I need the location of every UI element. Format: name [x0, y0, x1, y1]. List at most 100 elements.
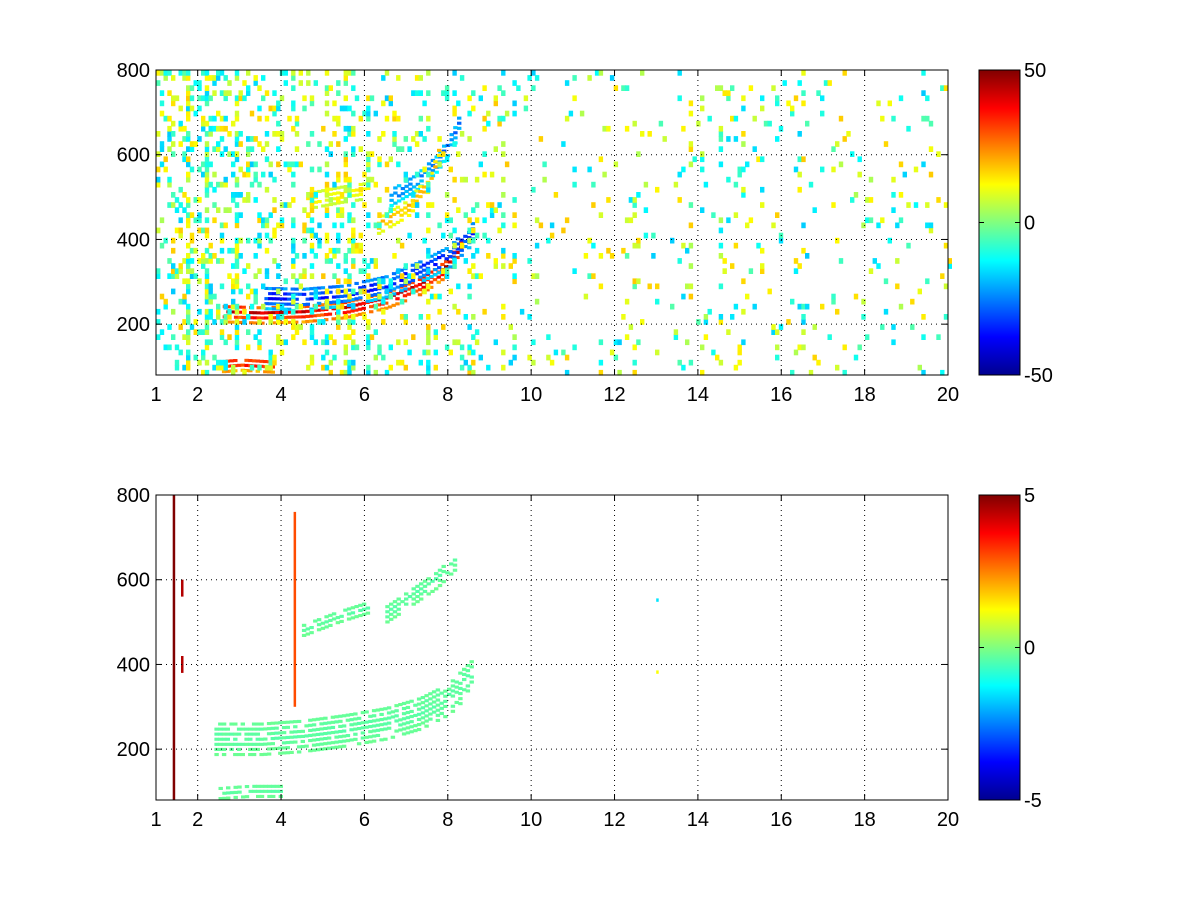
heatmap-cell — [726, 217, 731, 224]
heatmap-cell — [421, 278, 427, 282]
heatmap-cell — [283, 319, 288, 325]
heatmap-cell — [396, 75, 401, 81]
heatmap-cell — [395, 285, 401, 289]
heatmap-cell — [361, 301, 366, 305]
heatmap-cell — [673, 181, 679, 188]
heatmap-cell — [564, 369, 570, 376]
heatmap-cell — [316, 301, 322, 305]
heatmap-cell — [471, 273, 476, 279]
heatmap-cell — [501, 70, 506, 76]
heatmap-cell — [928, 146, 934, 152]
heatmap-cell — [159, 146, 165, 152]
heatmap-cell — [264, 297, 269, 301]
heatmap-cell — [186, 90, 191, 96]
heatmap-cell — [236, 753, 242, 757]
heatmap-cell — [237, 790, 242, 794]
heatmap-cell — [730, 263, 735, 269]
heatmap-cell — [364, 740, 369, 744]
heatmap-cell — [598, 369, 604, 376]
heatmap-cell — [414, 199, 419, 203]
heatmap-cell — [234, 217, 240, 224]
heatmap-cell — [351, 217, 356, 224]
heatmap-cell — [527, 354, 532, 361]
heatmap-cell — [253, 171, 258, 178]
heatmap-cell — [221, 747, 227, 751]
heatmap-cell — [455, 250, 460, 254]
heatmap-cell — [624, 334, 630, 340]
heatmap-cell — [390, 715, 396, 719]
heatmap-cell — [339, 222, 345, 229]
heatmap-cell — [178, 324, 183, 330]
heatmap-cell — [241, 315, 246, 319]
heatmap-cell — [771, 324, 776, 330]
heatmap-cell — [229, 742, 234, 746]
heatmap-cell — [681, 166, 686, 173]
heatmap-cell — [343, 70, 348, 76]
heatmap-cell — [253, 253, 258, 259]
heatmap-cell — [259, 753, 264, 757]
heatmap-cell — [298, 324, 303, 330]
heatmap-cell — [242, 171, 247, 178]
heatmap-cell — [193, 197, 198, 203]
heatmap-cell — [700, 95, 705, 102]
heatmap-cell — [212, 90, 217, 96]
heatmap-cell — [291, 105, 296, 112]
heatmap-cell — [294, 297, 299, 301]
heatmap-cell — [373, 354, 378, 361]
heatmap-cell — [346, 310, 351, 314]
heatmap-cell — [394, 714, 399, 718]
heatmap-cell — [308, 739, 313, 743]
heatmap-cell — [425, 288, 430, 292]
heatmap-cell — [426, 592, 431, 596]
heatmap-cell — [276, 319, 281, 325]
heatmap-cell — [459, 241, 464, 245]
heatmap-cell — [309, 95, 315, 102]
heatmap-cell — [316, 303, 321, 307]
heatmap-cell — [379, 723, 384, 727]
heatmap-cell — [458, 686, 463, 690]
heatmap-cell — [281, 731, 287, 735]
heatmap-cell — [366, 263, 371, 269]
heatmap-cell — [793, 268, 799, 274]
heatmap-cell — [189, 105, 195, 112]
heatmap-cell — [448, 217, 453, 224]
heatmap-cell — [414, 212, 420, 218]
heatmap-cell — [283, 297, 288, 301]
heatmap-cell — [240, 363, 245, 367]
heatmap-cell — [389, 602, 394, 606]
heatmap-cell — [324, 364, 330, 371]
heatmap-cell — [426, 582, 431, 586]
heatmap-cell — [763, 120, 769, 127]
heatmap-cell — [287, 166, 292, 173]
heatmap-cell — [174, 95, 180, 102]
heatmap-cell — [343, 151, 348, 157]
heatmap-cell — [311, 728, 317, 732]
heatmap-cell — [248, 789, 253, 793]
heatmap-cell — [227, 247, 232, 254]
heatmap-cell — [201, 354, 206, 361]
heatmap-cell — [219, 359, 225, 366]
heatmap-cell — [283, 70, 288, 76]
heatmap-cell — [264, 286, 269, 290]
heatmap-cell — [182, 156, 187, 163]
heatmap-cell — [301, 320, 306, 324]
heatmap-cell — [296, 730, 302, 734]
heatmap-cell — [928, 120, 934, 127]
heatmap-cell — [403, 339, 408, 346]
heatmap-cell — [449, 138, 454, 142]
heatmap-cell — [493, 339, 498, 346]
heatmap-cell — [434, 577, 439, 581]
heatmap-cell — [643, 232, 649, 239]
heatmap-cell — [433, 329, 438, 335]
heatmap-cell — [414, 141, 420, 147]
heatmap-cell — [501, 349, 506, 356]
heatmap-cell — [291, 334, 296, 340]
heatmap-cell — [433, 160, 438, 164]
heatmap-cell — [238, 212, 243, 218]
heatmap-cell — [328, 623, 333, 627]
heatmap-cell — [204, 369, 210, 376]
heatmap-cell — [688, 222, 694, 229]
heatmap-cell — [368, 735, 373, 739]
heatmap-cell — [306, 70, 311, 76]
heatmap-outliers — [172, 495, 659, 800]
